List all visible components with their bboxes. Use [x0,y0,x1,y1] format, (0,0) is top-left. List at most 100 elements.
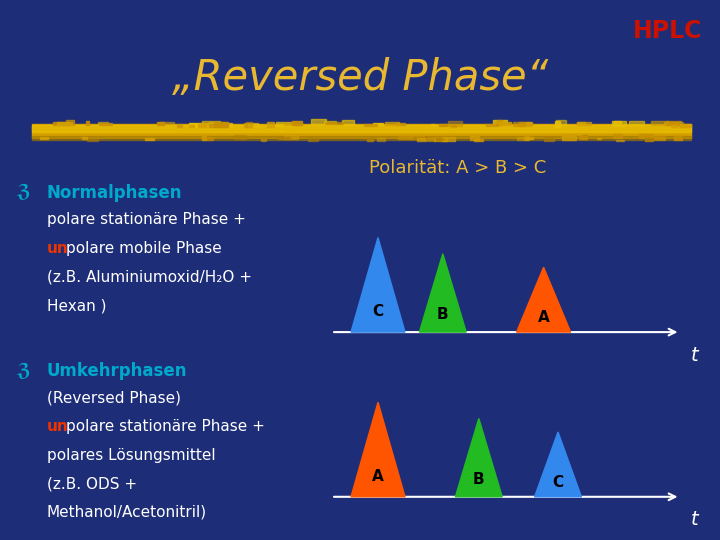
Bar [66,120,73,125]
Bar [649,136,664,139]
Bar [201,123,214,126]
Bar [616,139,624,141]
Bar [497,120,503,125]
Polygon shape [534,432,582,497]
Bar [342,120,354,125]
Text: Polarität: A > B > C: Polarität: A > B > C [369,159,546,177]
Bar [428,137,433,140]
Bar [32,124,691,138]
Bar [583,136,587,139]
Bar [613,134,622,138]
Bar [32,136,691,140]
Bar [413,137,426,139]
Bar [308,138,318,140]
Bar [32,125,691,132]
Bar [210,122,225,125]
Bar [189,125,194,127]
Bar [525,123,531,125]
Text: ℨ: ℨ [16,362,30,380]
Bar [81,137,87,139]
Bar [210,124,227,127]
Text: polare mobile Phase: polare mobile Phase [66,241,221,256]
Text: Umkehrphasen: Umkehrphasen [47,362,187,380]
Text: A: A [372,469,384,483]
Text: C: C [552,475,564,490]
Bar [325,122,343,124]
Bar [433,137,448,141]
Bar [198,124,206,127]
Bar [439,124,447,126]
Bar [629,121,644,125]
Bar [367,138,373,141]
Bar [177,124,182,127]
Text: HPLC: HPLC [633,19,702,43]
Bar [665,123,680,125]
Text: t: t [691,510,699,529]
Bar [486,124,498,126]
Bar [246,124,257,127]
Bar [202,136,206,140]
Bar [292,120,302,125]
Text: (Reversed Phase): (Reversed Phase) [47,390,181,406]
Bar [577,122,585,124]
Bar [214,122,228,127]
Bar [364,124,377,126]
Text: un: un [47,419,68,434]
Bar [276,122,294,126]
Text: B: B [437,307,449,322]
Text: „Reversed Phase“: „Reversed Phase“ [172,57,548,99]
Bar [493,120,507,124]
Bar [246,122,252,127]
Polygon shape [351,402,405,497]
Bar [651,120,668,125]
Bar [579,137,588,139]
Bar [284,135,298,139]
Bar [519,122,532,126]
Bar [639,134,653,138]
Bar [448,120,462,126]
Bar [524,136,528,140]
Text: C: C [372,304,384,319]
Bar [597,138,600,139]
Text: ℨ: ℨ [16,184,30,201]
Bar [518,137,528,139]
Text: Hexan ): Hexan ) [47,298,107,313]
Bar [206,137,213,140]
Bar [284,123,302,125]
Text: t: t [691,346,699,365]
Polygon shape [456,418,503,497]
Bar [266,122,274,127]
Bar [652,137,665,140]
Text: un: un [47,241,68,256]
Text: A: A [538,310,549,325]
Bar [544,137,554,141]
Bar [202,121,220,126]
Bar [431,124,435,126]
Bar [398,136,411,139]
Text: polare stationäre Phase +: polare stationäre Phase + [47,212,246,227]
Bar [234,136,246,139]
Bar [86,121,89,125]
Bar [417,138,425,141]
Text: (z.B. Aluminiumoxid/H₂O +: (z.B. Aluminiumoxid/H₂O + [47,269,252,285]
Bar [145,138,153,140]
Bar [474,139,483,141]
Text: polares Lösungsmittel: polares Lösungsmittel [47,448,215,463]
Bar [675,136,682,139]
Bar [385,122,399,125]
Bar [396,123,405,125]
Bar [470,136,480,140]
Bar [513,122,525,126]
Polygon shape [419,254,467,332]
Bar [680,124,690,127]
Bar [526,137,534,139]
Bar [496,122,511,125]
Bar [555,122,559,127]
Text: Normalphasen: Normalphasen [47,184,182,201]
Bar [577,122,590,125]
Bar [526,122,530,124]
Bar [160,122,174,124]
Bar [373,123,383,125]
Bar [436,138,443,140]
Bar [244,123,258,127]
